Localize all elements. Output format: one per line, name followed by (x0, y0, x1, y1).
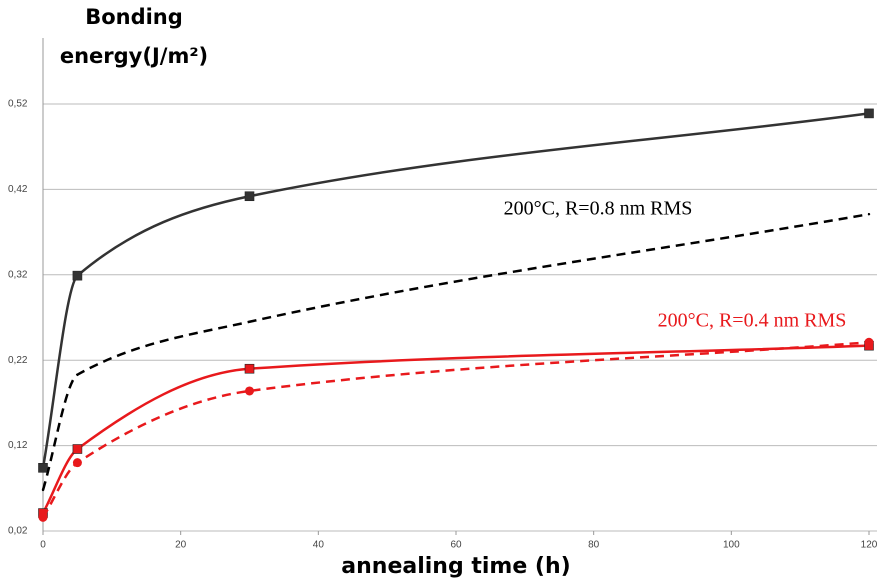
x-tick-label: 40 (313, 540, 325, 551)
marker (72, 458, 82, 468)
x-axis-title: annealing time (h) (341, 554, 570, 579)
y-axis-title: energy(J/m²) (60, 44, 208, 68)
marker (38, 512, 48, 522)
marker (245, 386, 254, 396)
x-tick-label: 60 (450, 540, 462, 551)
series-line (41, 112, 870, 469)
x-tick-label: 20 (175, 540, 187, 551)
series-line (41, 344, 870, 514)
y-axis-title: Bonding (85, 5, 183, 29)
annotation: 200°C, R=0.8 nm RMS (504, 198, 693, 220)
marker (244, 363, 255, 374)
x-tick-label: 100 (723, 540, 740, 551)
annotation-bg (468, 196, 728, 224)
marker (864, 337, 874, 347)
marker (76, 373, 79, 376)
marker (864, 108, 874, 119)
y-tick-label: 0,22 (8, 355, 28, 366)
series-line (41, 341, 870, 519)
annotation: 200°C, R=0.4 nm RMS (658, 310, 847, 332)
y-tick-label: 0,32 (8, 269, 28, 280)
y-tick-label: 0,02 (8, 526, 28, 537)
marker (244, 191, 255, 202)
marker (41, 488, 45, 492)
y-tick-label: 0,52 (8, 99, 28, 110)
marker (72, 270, 83, 281)
marker (38, 463, 48, 473)
x-tick-label: 80 (588, 540, 600, 551)
marker (72, 444, 83, 454)
y-tick-label: 0,42 (8, 184, 28, 195)
annotation-bg (622, 308, 877, 336)
x-tick-label: 0 (40, 540, 46, 551)
y-tick-label: 0,12 (8, 440, 28, 451)
marker (867, 212, 871, 216)
x-tick-label: 120 (861, 540, 877, 551)
marker (248, 320, 251, 323)
